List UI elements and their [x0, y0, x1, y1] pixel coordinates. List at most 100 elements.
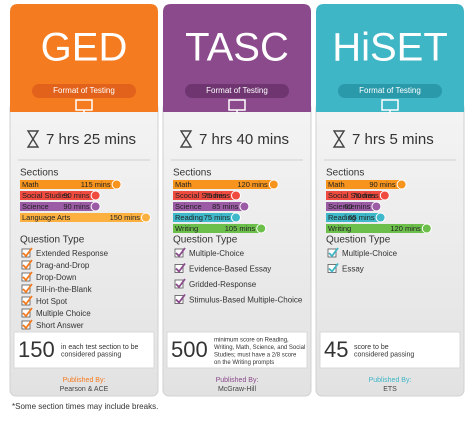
score-note: minimum score on Reading, [214, 337, 289, 343]
question-type: Drag-and-Drop [36, 261, 90, 270]
hourglass-icon [332, 130, 346, 148]
test-time: 7 hrs 5 mins [352, 131, 434, 148]
section-name: Reading [175, 213, 203, 222]
exam-name: TASC [185, 26, 289, 70]
sections-title: Sections [173, 168, 211, 179]
section-name: Reading [328, 213, 356, 222]
score-note: Writing, Math, Science, and Social [214, 345, 305, 351]
published-label: Published By: [216, 377, 259, 384]
bar-end [375, 212, 386, 223]
format-label: Format of Testing [206, 86, 268, 95]
question-type: Multiple Choice [36, 309, 91, 318]
checkmark [175, 247, 186, 258]
section-minutes: 75 mins [204, 191, 231, 200]
question-type: Stimulus-Based Multiple-Choice [189, 296, 303, 305]
checkmark [328, 262, 339, 273]
format-label: Format of Testing [359, 86, 421, 95]
section-minutes: 120 mins [390, 224, 421, 233]
question-type: Gridded-Response [189, 280, 257, 289]
section-bar [326, 224, 427, 233]
score-box [13, 331, 155, 369]
bar-end [379, 190, 390, 201]
section-name: Writing [328, 224, 351, 233]
passing-score: 45 [324, 337, 348, 362]
section-minutes: 70 mins [353, 191, 380, 200]
card: TASC Format of Testing 7 hrs 40 mins Sectio… [162, 4, 312, 397]
checkmark [22, 319, 33, 330]
score-note: on the Writing prompts [214, 360, 274, 366]
question-type: Drop-Down [36, 273, 76, 282]
section-bar [326, 213, 381, 222]
score-note: in each test section to be [61, 344, 139, 351]
bar-end [90, 190, 101, 201]
bar-end [421, 223, 432, 234]
passing-score: 500 [171, 337, 208, 362]
hourglass-icon [26, 130, 40, 148]
exam-name: HiSET [332, 26, 448, 70]
section-bar [326, 191, 385, 200]
section-bar [173, 191, 236, 200]
section-minutes: 115 mins [81, 180, 111, 189]
section-minutes: 90 mins [369, 180, 396, 189]
question-type: Multiple-Choice [342, 249, 398, 258]
section-name: Social Studies [328, 191, 376, 200]
publisher: ETS [383, 386, 397, 393]
checkmark [22, 283, 33, 294]
test-time: 7 hrs 40 mins [199, 131, 289, 148]
score-note: considered passing [61, 352, 121, 359]
checkmark [22, 295, 33, 306]
question-type: Essay [342, 265, 364, 274]
section-minutes: 65 mins [348, 213, 375, 222]
score-note: score to be [354, 344, 389, 351]
published-label: Published By: [63, 377, 106, 384]
checkmark [22, 271, 33, 282]
checkmark [175, 262, 186, 273]
section-name: Math [175, 180, 192, 189]
passing-score: 150 [18, 337, 55, 362]
format-pill [185, 84, 289, 98]
section-bar [173, 213, 236, 222]
section-name: Writing [175, 224, 198, 233]
section-name: Language Arts [22, 213, 71, 222]
format-label: Format of Testing [53, 86, 115, 95]
section-bar [20, 202, 96, 211]
bar-end [396, 179, 407, 190]
score-box [166, 331, 308, 369]
publisher: Pearson & ACE [60, 386, 109, 393]
question-type: Multiple-Choice [189, 249, 245, 258]
section-bar [20, 180, 117, 189]
bar-end [256, 223, 267, 234]
score-box [319, 331, 461, 369]
sections-title: Sections [20, 168, 58, 179]
published-label: Published By: [369, 377, 412, 384]
section-name: Math [328, 180, 345, 189]
section-bar [173, 202, 245, 211]
section-minutes: 90 mins [63, 191, 90, 200]
card: HiSET Format of Testing 7 hrs 5 mins Sectio… [315, 4, 465, 397]
bar-end [231, 212, 241, 223]
format-pill [338, 84, 442, 98]
section-bar [173, 180, 274, 189]
section-minutes: 120 mins [237, 180, 268, 189]
question-type: Extended Response [36, 249, 109, 258]
section-minutes: 85 mins [212, 202, 239, 211]
bar-end [141, 212, 151, 223]
exam-name: GED [41, 26, 128, 70]
question-title: Question Type [20, 235, 85, 246]
test-time: 7 hrs 25 mins [46, 131, 136, 148]
score-note: considered passing [354, 352, 414, 359]
section-bar [326, 180, 402, 189]
checkmark [22, 247, 33, 258]
section-bar [326, 202, 377, 211]
question-type: Fill-in-the-Blank [36, 285, 93, 294]
footnote: *Some section times may include breaks. [12, 402, 158, 411]
bar-end [371, 201, 382, 212]
section-minutes: 105 mins [225, 224, 256, 233]
checkmark [175, 293, 186, 304]
section-name: Math [22, 180, 39, 189]
section-minutes: 90 mins [63, 202, 90, 211]
score-note: Studies; must have a 2/8 score [214, 352, 297, 358]
bar-end [239, 201, 250, 212]
section-minutes: 150 mins [110, 213, 141, 222]
